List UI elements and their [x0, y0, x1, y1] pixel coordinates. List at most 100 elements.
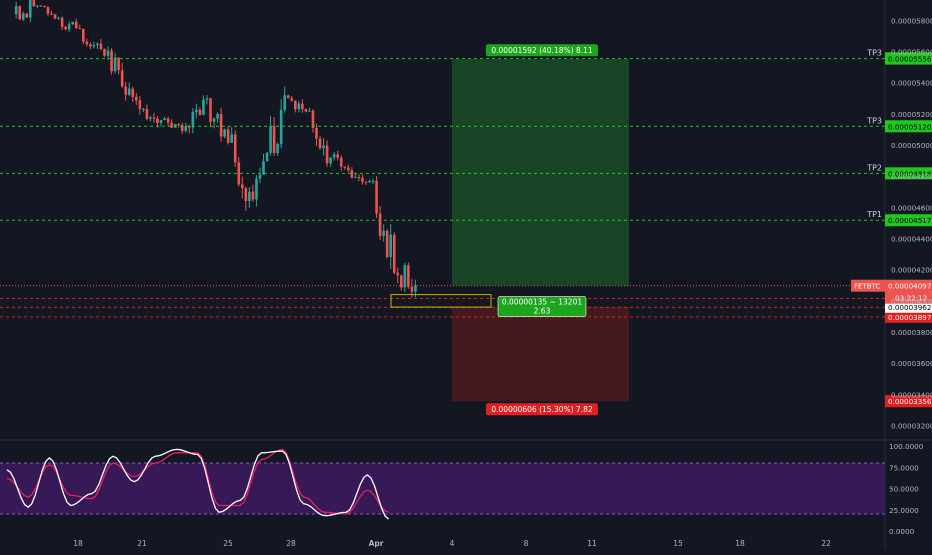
candle-body [407, 265, 410, 287]
time-tick: 8 [524, 539, 529, 548]
candle-body [244, 188, 248, 202]
candle-body [318, 138, 322, 149]
time-tick: 21 [137, 539, 147, 548]
candle-body [378, 213, 382, 236]
price-tick: 0.00004400 [891, 234, 932, 243]
candle-body [82, 28, 85, 42]
candle-body [14, 6, 18, 15]
candle-body [350, 170, 354, 178]
stoch-k-line [6, 448, 390, 520]
candle-body [400, 275, 403, 288]
price-tick: 0.00004800 [891, 172, 932, 181]
candle-body [163, 118, 166, 121]
time-tick: Apr [369, 539, 384, 548]
time-tick: 18 [735, 539, 745, 548]
candle-body [85, 41, 89, 45]
candle-body [205, 98, 209, 100]
time-tick: 15 [673, 539, 683, 548]
candle-body [308, 110, 311, 112]
candle-body [159, 120, 163, 123]
candle-body [279, 109, 283, 145]
candle-body [117, 57, 120, 71]
level-name: TP3 [866, 116, 882, 125]
candle-body [258, 174, 262, 179]
level-name: TP3 [866, 49, 882, 58]
candle-body [262, 161, 265, 175]
level-name: TP1 [866, 210, 882, 219]
level-price-label: 0.00003897 [888, 313, 931, 322]
candle-body [343, 166, 347, 168]
candle-body [357, 176, 361, 178]
candle-body [124, 86, 127, 95]
candle-body [18, 6, 21, 20]
candle-body [106, 50, 110, 56]
candle-body [99, 43, 103, 49]
candle-body [67, 24, 71, 30]
oscillator-tick: 100.0000 [889, 442, 924, 451]
candle-body [347, 167, 350, 171]
candle-body [283, 95, 286, 110]
candle-body [135, 96, 138, 101]
candle-body [339, 157, 343, 167]
candle-body [202, 99, 205, 115]
candle-body [29, 0, 32, 18]
time-tick: 28 [286, 539, 296, 548]
candle-body [209, 98, 212, 122]
candle-body [276, 144, 279, 154]
level-price-label: 0.00005120 [888, 122, 932, 131]
position-info-box [497, 296, 587, 317]
candle-body [113, 57, 117, 72]
candle-body [170, 122, 173, 128]
time-tick: 11 [587, 539, 597, 548]
candle-body [212, 118, 216, 122]
candle-body [131, 88, 135, 97]
candle-body [248, 191, 251, 202]
candle-body [216, 113, 219, 119]
position-info-line2: 2.63 [534, 307, 551, 316]
candle-body [304, 109, 308, 112]
candle-body [255, 178, 258, 200]
candle-body [265, 152, 269, 162]
position-info-line1: 0.00000135 ~ 13201 [502, 298, 582, 307]
oscillator-tick: 50.0000 [889, 485, 919, 494]
candle-body [142, 108, 145, 110]
candle-body [241, 184, 244, 189]
stop-price-badge [885, 300, 932, 313]
candle-body [375, 180, 378, 214]
loss-label-box [486, 403, 598, 416]
level-badge [885, 167, 932, 180]
candle-body [152, 117, 156, 119]
oscillator-band [0, 463, 885, 514]
candle-body [219, 113, 223, 137]
candle-body [57, 17, 60, 19]
price-tick: 0.00003400 [891, 390, 932, 399]
candle-body [89, 44, 92, 47]
price-tick: 0.00005600 [891, 47, 932, 56]
price-tick: 0.00005200 [891, 110, 932, 119]
time-tick: 4 [450, 539, 455, 548]
level-badge [885, 310, 932, 323]
profit-label-box [486, 44, 598, 57]
candle-body [166, 118, 170, 123]
candle-body [385, 230, 389, 257]
candle-body [32, 0, 36, 7]
candle-body [39, 5, 43, 7]
oscillator-tick: 75.0000 [889, 463, 919, 472]
candle-body [177, 124, 180, 126]
level-price-label: 0.00004818 [888, 169, 932, 178]
oscillator-tick: 25.0000 [889, 506, 919, 515]
candle-body [336, 154, 339, 158]
candle-body [198, 109, 202, 115]
candle-body [60, 17, 64, 27]
candle-body [36, 5, 39, 7]
stoch-d-line [6, 448, 389, 515]
candle-body [120, 70, 124, 87]
countdown-label: 03:22:12 [895, 294, 927, 303]
candle-body [389, 234, 392, 257]
candle-body [297, 103, 301, 110]
candle-body [43, 5, 46, 8]
price-tick: 0.00005000 [891, 141, 932, 150]
time-tick: 22 [821, 539, 831, 548]
profit-label: 0.00001592 (40.18%) 8.11 [491, 46, 592, 55]
candle-body [368, 181, 371, 183]
